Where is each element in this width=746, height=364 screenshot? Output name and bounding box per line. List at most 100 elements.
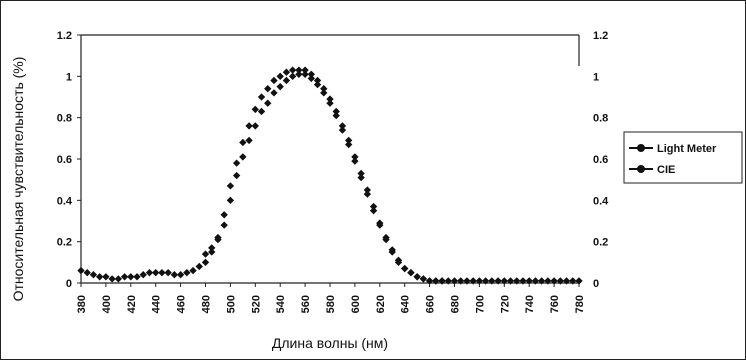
data-point	[531, 277, 540, 285]
x-tick-label: 560	[300, 295, 312, 313]
x-tick-label: 380	[76, 295, 88, 313]
x-tick-label: 760	[549, 295, 561, 313]
data-point	[338, 126, 347, 134]
data-point	[170, 271, 179, 279]
data-point	[550, 277, 558, 285]
data-point	[77, 266, 85, 275]
x-tick-label: 520	[250, 295, 262, 313]
y-tick-label: 0.2	[57, 237, 72, 249]
data-point	[301, 66, 309, 74]
y-tick-label: 0	[66, 278, 72, 290]
legend-label: CIE	[657, 164, 675, 176]
data-point	[195, 262, 203, 271]
data-point	[320, 85, 328, 93]
data-point	[444, 277, 452, 285]
y-tick-label: 0.8	[57, 113, 72, 125]
data-point	[407, 268, 415, 277]
data-point	[326, 95, 334, 103]
x-tick-label: 780	[574, 295, 586, 313]
legend-marker	[637, 144, 645, 152]
data-point	[544, 277, 552, 285]
data-point	[245, 122, 253, 130]
data-point	[232, 171, 241, 180]
data-point	[164, 268, 172, 277]
data-point	[525, 277, 533, 285]
x-tick-label: 580	[325, 295, 337, 313]
data-point	[239, 153, 247, 161]
data-point	[351, 157, 359, 165]
data-point	[251, 122, 259, 130]
data-point	[208, 244, 216, 252]
data-point	[344, 140, 353, 149]
data-point	[569, 277, 577, 285]
data-point	[320, 89, 328, 97]
data-point	[394, 258, 403, 267]
x-tick-label: 460	[176, 295, 188, 313]
x-tick-label: 600	[350, 295, 362, 313]
data-point	[288, 66, 297, 74]
data-point	[419, 275, 428, 283]
x-tick-label: 500	[225, 295, 237, 313]
data-point	[382, 235, 390, 244]
data-point	[475, 277, 484, 285]
data-point	[575, 277, 583, 285]
data-point	[438, 277, 446, 285]
data-point	[295, 70, 303, 78]
x-tick-label: 620	[375, 295, 387, 313]
data-point	[413, 273, 421, 281]
data-point	[270, 76, 278, 85]
axes	[77, 34, 580, 287]
data-point	[276, 82, 284, 91]
data-point	[89, 271, 98, 279]
x-tick-label: 480	[201, 295, 213, 313]
data-point	[450, 277, 459, 285]
data-point	[102, 273, 110, 281]
y2-tick-label: 1.2	[593, 30, 608, 42]
data-point	[295, 66, 303, 74]
data-point	[276, 72, 284, 81]
data-point	[369, 202, 378, 211]
x-tick-label: 420	[126, 295, 138, 313]
data-point	[183, 268, 191, 277]
data-point	[226, 182, 235, 190]
data-point	[432, 277, 440, 285]
data-point	[562, 277, 571, 285]
series-0	[77, 66, 583, 285]
data-point	[201, 250, 210, 258]
data-point	[363, 186, 372, 194]
data-point	[363, 190, 372, 198]
data-point	[500, 277, 508, 285]
y-tick-label: 1.2	[57, 30, 72, 42]
y-tick-label: 0.6	[57, 154, 72, 166]
data-point	[326, 99, 334, 107]
data-point	[457, 277, 465, 285]
data-point	[481, 277, 490, 285]
series-layer	[77, 66, 583, 285]
data-point	[401, 264, 409, 273]
data-point	[513, 277, 521, 285]
data-point	[251, 105, 259, 114]
data-point	[369, 206, 378, 215]
y2-tick-labels: 0 0.2 0.4 0.6 0.8 1 1.2	[593, 30, 609, 290]
data-point	[257, 107, 266, 116]
y-tick-label: 0.4	[57, 195, 73, 207]
x-tick-label: 640	[400, 295, 412, 313]
data-point	[332, 107, 340, 116]
legend-label: Light Meter	[657, 143, 717, 155]
data-point	[282, 68, 291, 76]
data-point	[270, 89, 278, 97]
data-point	[469, 277, 477, 285]
data-point	[519, 277, 527, 285]
data-point	[257, 93, 266, 101]
y2-tick-label: 0	[593, 278, 599, 290]
x-tick-label: 700	[474, 295, 486, 313]
y-tick-labels: 0 0.2 0.4 0.6 0.8 1 1.2	[57, 30, 73, 290]
x-tick-label: 740	[524, 295, 536, 313]
legend-box	[623, 131, 743, 184]
data-point	[463, 277, 471, 285]
data-point	[220, 211, 228, 219]
y-tick-label: 1	[66, 71, 72, 83]
data-point	[537, 277, 546, 285]
legend-marker	[637, 165, 645, 173]
